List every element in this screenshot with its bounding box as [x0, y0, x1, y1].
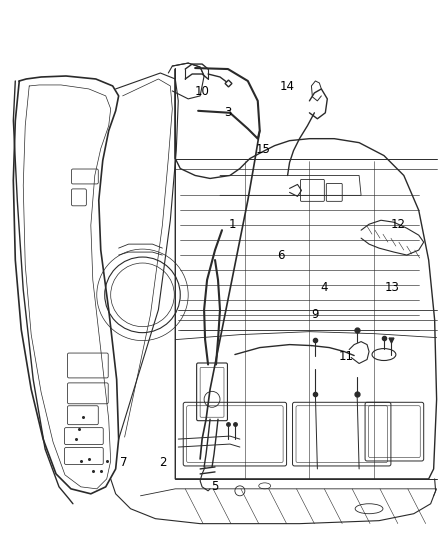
- Text: 3: 3: [224, 106, 231, 119]
- Text: 15: 15: [255, 143, 270, 156]
- Text: 12: 12: [390, 217, 405, 231]
- Text: 6: 6: [276, 249, 284, 262]
- Text: 2: 2: [159, 456, 166, 469]
- Text: 11: 11: [338, 350, 353, 363]
- Text: 13: 13: [384, 281, 398, 294]
- Text: 7: 7: [120, 456, 127, 469]
- Text: 9: 9: [311, 308, 318, 321]
- Text: 1: 1: [228, 217, 236, 231]
- Text: 14: 14: [279, 80, 294, 93]
- Text: 4: 4: [320, 281, 327, 294]
- Text: 5: 5: [211, 480, 218, 493]
- Text: 10: 10: [194, 85, 209, 98]
